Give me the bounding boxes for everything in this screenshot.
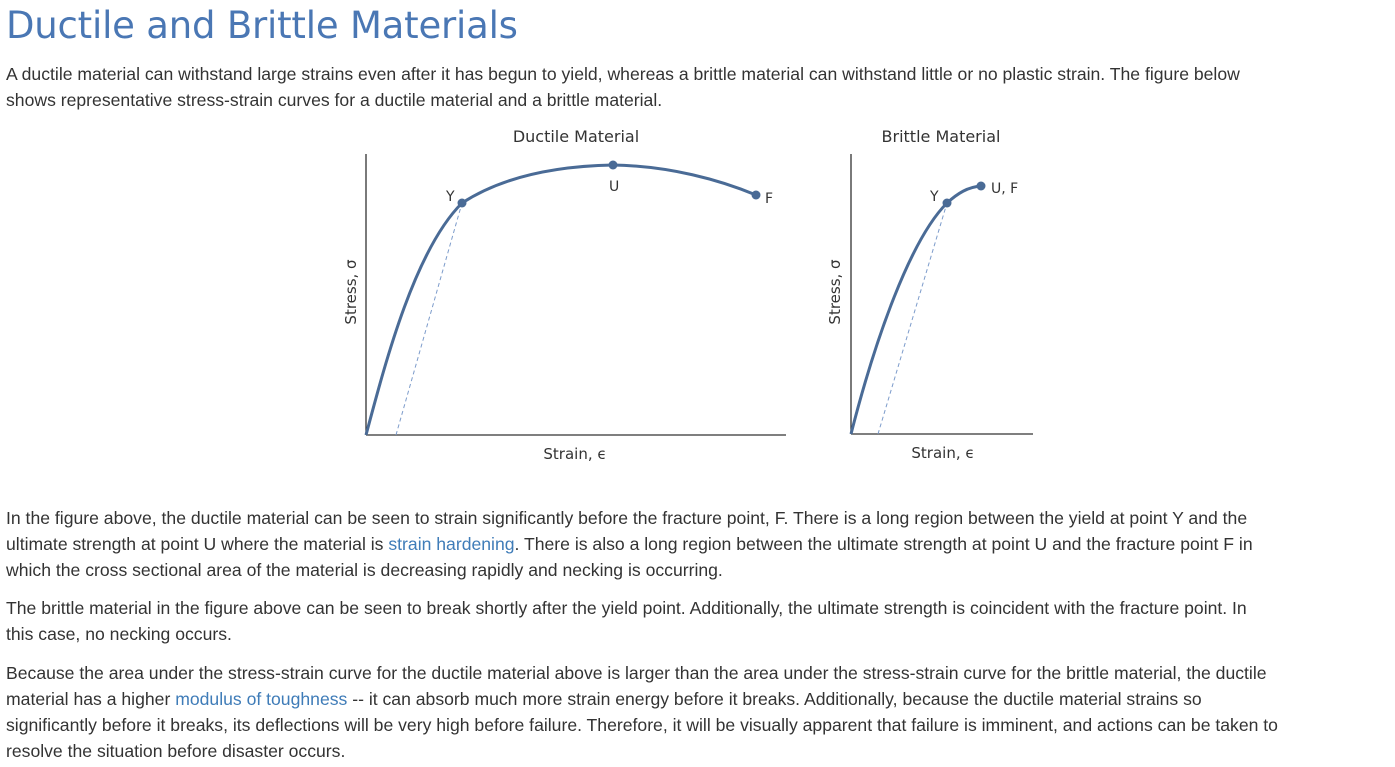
brittle-y-axis-label: Stress, σ xyxy=(826,259,844,325)
ductile-chart: Ductile Material Y U F Strain, ϵ Stress,… xyxy=(342,127,786,463)
p1-line-2-end: . There is also a long region between th… xyxy=(514,534,1253,554)
brittle-offset-line xyxy=(877,202,948,435)
intro-paragraph: A ductile material can withstand large s… xyxy=(6,61,1381,113)
p2-line-1: The brittle material in the figure above… xyxy=(6,598,1247,618)
ductile-fracture-point xyxy=(751,190,761,200)
p1-line-1: In the figure above, the ductile materia… xyxy=(6,508,1248,528)
ductile-fracture-label: F xyxy=(765,191,773,207)
p3-line-1: Because the area under the stress-strain… xyxy=(6,663,1267,683)
ductile-ultimate-point xyxy=(608,160,618,170)
ductile-x-axis-label: Strain, ϵ xyxy=(543,445,606,463)
p3-line-2-start: material has a higher xyxy=(6,689,176,709)
p3-line-3: significantly before it breaks, its defl… xyxy=(6,715,1278,735)
p2-line-2: this case, no necking occurs. xyxy=(6,624,232,644)
intro-line-2: shows representative stress-strain curve… xyxy=(6,90,663,110)
brittle-stress-strain-curve xyxy=(849,184,982,435)
ductile-yield-point xyxy=(457,198,467,208)
p3-line-2-end: -- it can absorb much more strain energy… xyxy=(347,689,1202,709)
brittle-yield-point xyxy=(942,198,952,208)
modulus-of-toughness-link[interactable]: modulus of toughness xyxy=(175,689,348,709)
brittle-yield-label: Y xyxy=(929,189,939,205)
brittle-x-axis-label: Strain, ϵ xyxy=(911,444,974,462)
brittle-ultimate-fracture-label: U, F xyxy=(991,181,1018,197)
brittle-chart: Brittle Material Y U, F Strain, ϵ Stress… xyxy=(826,127,1033,462)
p3-line-4: resolve the situation before disaster oc… xyxy=(6,741,346,761)
paragraph-ductile-explanation: In the figure above, the ductile materia… xyxy=(6,505,1381,583)
ductile-stress-strain-curve xyxy=(364,163,757,436)
ductile-y-axis-label: Stress, σ xyxy=(342,259,360,325)
p1-line-2-start: ultimate strength at point U where the m… xyxy=(6,534,389,554)
paragraph-brittle-explanation: The brittle material in the figure above… xyxy=(6,595,1381,647)
strain-hardening-link[interactable]: strain hardening xyxy=(388,534,515,554)
page-title: Ductile and Brittle Materials xyxy=(6,4,518,47)
intro-line-1: A ductile material can withstand large s… xyxy=(6,64,1240,84)
ductile-yield-label: Y xyxy=(445,189,455,205)
brittle-chart-title: Brittle Material xyxy=(882,127,1001,146)
brittle-ultimate-fracture-point xyxy=(976,181,986,191)
p1-line-3: which the cross sectional area of the ma… xyxy=(6,560,723,580)
ductile-chart-title: Ductile Material xyxy=(513,127,639,146)
ductile-offset-line xyxy=(395,202,463,436)
paragraph-toughness-explanation: Because the area under the stress-strain… xyxy=(6,660,1381,764)
ductile-ultimate-label: U xyxy=(609,179,619,195)
